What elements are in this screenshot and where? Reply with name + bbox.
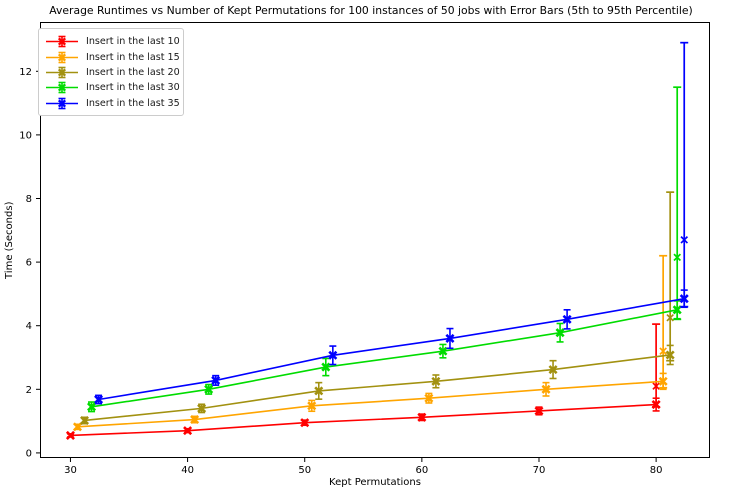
legend-label: Insert in the last 10: [86, 36, 180, 48]
axes-spines: [40, 22, 710, 458]
data-point-marker: [314, 386, 324, 396]
data-point-marker: [204, 384, 214, 394]
y-tick-label: 0: [26, 448, 32, 459]
percentile-mean-marker: [666, 313, 674, 322]
data-point-marker: [300, 418, 310, 428]
series-line: [77, 380, 664, 428]
legend-item: Insert in the last 10: [45, 34, 180, 49]
legend-label: Insert in the last 35: [86, 97, 180, 109]
percentile-mean-marker: [673, 253, 682, 262]
data-point-marker: [190, 415, 200, 425]
legend-label: Insert in the last 20: [86, 66, 180, 78]
data-point-marker: [424, 393, 434, 403]
data-point-marker: [321, 362, 331, 372]
data-point-marker: [65, 430, 75, 440]
data-point-marker: [211, 375, 221, 385]
data-point-marker: [197, 403, 207, 413]
x-axis-label: Kept Permutations: [329, 477, 421, 488]
legend-errorbar-glyph: [46, 97, 78, 110]
y-tick-label: 12: [19, 67, 32, 78]
legend-item: Insert in the last 35: [45, 96, 180, 111]
legend-item: Insert in the last 20: [45, 65, 180, 80]
series-line: [70, 403, 657, 437]
x-tick-label: 80: [650, 465, 663, 476]
series-line: [84, 354, 671, 422]
y-tick-label: 2: [26, 385, 32, 396]
x-tick-label: 30: [64, 465, 77, 476]
data-point-marker: [307, 401, 317, 411]
data-point-marker: [541, 384, 551, 394]
data-point-marker: [555, 328, 565, 338]
percentile-mean-marker: [652, 382, 660, 390]
series-line: [98, 297, 685, 401]
data-point-marker: [445, 333, 455, 343]
data-point-marker: [548, 365, 558, 375]
y-axis-label: Time (Seconds): [4, 201, 15, 279]
data-point-marker: [72, 422, 83, 432]
data-point-marker: [87, 402, 97, 412]
x-tick-label: 70: [533, 465, 546, 476]
percentile-mean-marker: [659, 347, 667, 355]
data-point-marker: [562, 314, 572, 324]
y-tick-label: 4: [26, 321, 32, 332]
data-point-marker: [94, 394, 104, 405]
y-tick-label: 6: [26, 258, 32, 269]
data-point-marker: [79, 415, 90, 425]
data-point-marker: [438, 346, 448, 356]
y-tick-label: 10: [19, 130, 32, 141]
x-tick-label: 60: [415, 465, 428, 476]
chart-title: Average Runtimes vs Number of Kept Permu…: [49, 4, 693, 17]
legend-errorbar-glyph: [46, 35, 78, 48]
series-line: [91, 309, 678, 408]
legend-label: Insert in the last 30: [86, 82, 180, 94]
legend-item: Insert in the last 15: [45, 49, 180, 64]
data-point-marker: [431, 376, 441, 386]
legend-item: Insert in the last 30: [45, 80, 180, 95]
data-point-marker: [328, 350, 338, 360]
percentile-mean-marker: [680, 236, 689, 244]
legend-errorbar-glyph: [46, 82, 78, 94]
data-point-marker: [417, 412, 427, 422]
legend: Insert in the last 10 Insert in the last …: [38, 28, 184, 116]
legend-label: Insert in the last 15: [86, 51, 180, 63]
legend-errorbar-glyph: [46, 51, 78, 63]
y-tick-label: 8: [26, 194, 32, 205]
data-point-marker: [534, 406, 544, 416]
legend-errorbar-glyph: [46, 66, 78, 79]
x-tick-label: 40: [181, 465, 194, 476]
x-tick-label: 50: [298, 465, 311, 476]
data-point-marker: [183, 426, 193, 436]
